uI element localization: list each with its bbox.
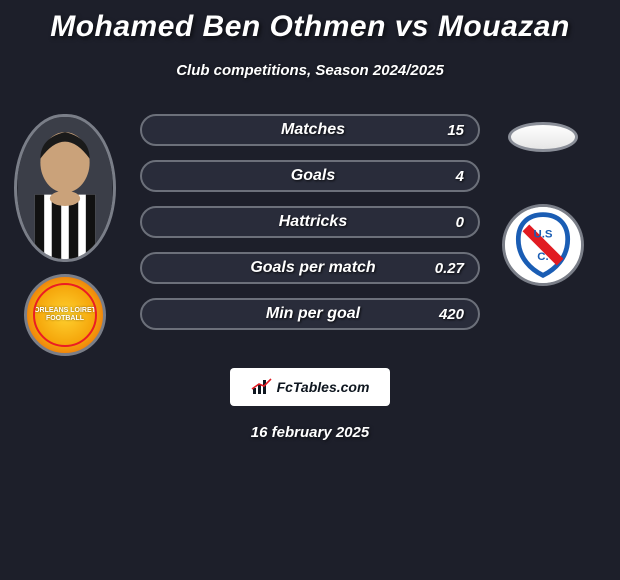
stat-label: Goals	[142, 167, 424, 185]
svg-text:U.S: U.S	[534, 228, 553, 240]
watermark-text: FcTables.com	[277, 379, 370, 395]
bar-chart-icon	[251, 378, 273, 396]
player-silhouette-icon	[17, 117, 113, 259]
subtitle: Club competitions, Season 2024/2025	[0, 62, 620, 79]
stat-label: Hattricks	[142, 213, 424, 231]
stat-value-right: 420	[424, 306, 464, 323]
svg-text:C.: C.	[537, 251, 548, 263]
stat-value-right: 0	[424, 214, 464, 231]
stat-row-hattricks: Hattricks 0	[140, 206, 480, 238]
stat-value-right: 15	[424, 122, 464, 139]
comparison-main: ORLEANS LOIRET FOOTBALL U.S C. Matches 1…	[0, 114, 620, 330]
left-player-column: ORLEANS LOIRET FOOTBALL	[10, 114, 120, 356]
stat-value-right: 4	[424, 168, 464, 185]
right-player-photo-empty	[508, 122, 578, 152]
stat-value-right: 0.27	[424, 260, 464, 277]
watermark-badge: FcTables.com	[230, 368, 390, 406]
stat-row-matches: Matches 15	[140, 114, 480, 146]
date-label: 16 february 2025	[0, 424, 620, 441]
stat-label: Min per goal	[142, 305, 424, 323]
stat-label: Goals per match	[142, 259, 424, 277]
left-club-badge: ORLEANS LOIRET FOOTBALL	[24, 274, 106, 356]
badge-ring-icon	[33, 283, 97, 347]
stat-row-min-per-goal: Min per goal 420	[140, 298, 480, 330]
stat-label: Matches	[142, 121, 424, 139]
right-club-badge: U.S C.	[502, 204, 584, 286]
stat-row-goals-per-match: Goals per match 0.27	[140, 252, 480, 284]
stat-row-goals: Goals 4	[140, 160, 480, 192]
page-title: Mohamed Ben Othmen vs Mouazan	[0, 0, 620, 44]
usc-shield-icon: U.S C.	[505, 206, 581, 284]
stats-list: Matches 15 Goals 4 Hattricks 0 Goals per…	[140, 114, 480, 330]
left-player-photo	[14, 114, 116, 262]
right-player-column: U.S C.	[488, 114, 598, 286]
